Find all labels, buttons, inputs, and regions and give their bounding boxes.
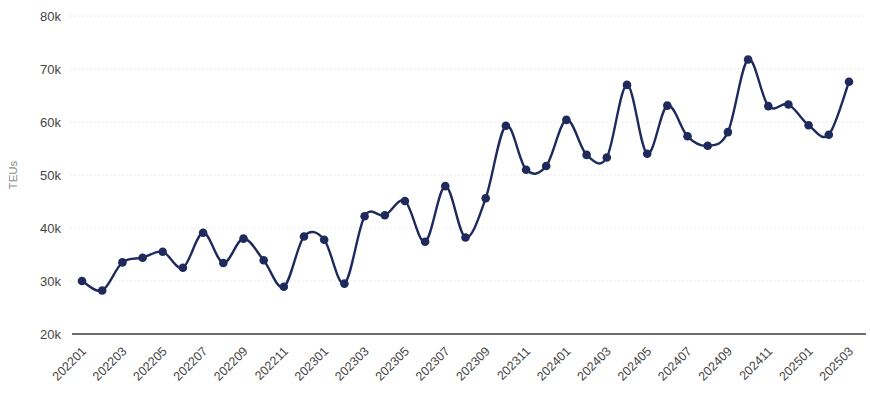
- x-axis-tick-label: 202209: [211, 344, 250, 383]
- data-point-marker[interactable]: [98, 286, 107, 295]
- x-axis-tick-label: 202411: [737, 344, 776, 383]
- y-axis-tick-label: 20k: [40, 327, 61, 342]
- x-axis-tick-label: 202305: [373, 344, 412, 383]
- data-point-marker[interactable]: [825, 130, 834, 139]
- data-point-marker[interactable]: [259, 256, 268, 265]
- y-axis-tick-label: 40k: [40, 221, 61, 236]
- data-point-marker[interactable]: [845, 77, 854, 86]
- data-point-marker[interactable]: [158, 248, 167, 257]
- data-point-marker[interactable]: [582, 151, 591, 160]
- data-point-marker[interactable]: [421, 238, 430, 247]
- data-point-marker[interactable]: [401, 197, 410, 206]
- y-axis-tick-label: 70k: [40, 62, 61, 77]
- data-point-marker[interactable]: [280, 283, 289, 292]
- data-point-marker[interactable]: [683, 132, 692, 141]
- data-point-marker[interactable]: [179, 264, 188, 273]
- data-point-marker[interactable]: [502, 121, 511, 130]
- x-axis-tick-label: 202311: [494, 344, 533, 383]
- data-point-marker[interactable]: [219, 259, 228, 268]
- data-point-marker[interactable]: [381, 211, 390, 220]
- x-axis-tick-label: 202405: [615, 344, 654, 383]
- data-point-marker[interactable]: [320, 235, 329, 244]
- chart-canvas: 20k30k40k50k60k70k80k2022012022032022052…: [0, 0, 870, 418]
- data-point-marker[interactable]: [724, 128, 733, 137]
- teus-line-chart: 20k30k40k50k60k70k80k2022012022032022052…: [0, 0, 870, 418]
- x-axis-tick-label: 202401: [534, 344, 573, 383]
- y-axis-tick-label: 50k: [40, 168, 61, 183]
- data-point-marker[interactable]: [784, 100, 793, 109]
- x-axis-tick-label: 202501: [776, 344, 815, 383]
- data-point-marker[interactable]: [340, 279, 349, 288]
- data-point-marker[interactable]: [542, 162, 551, 171]
- data-point-marker[interactable]: [360, 212, 369, 221]
- x-axis-tick-label: 202309: [453, 344, 492, 383]
- data-point-marker[interactable]: [643, 150, 652, 159]
- data-point-marker[interactable]: [663, 101, 672, 110]
- data-point-marker[interactable]: [522, 165, 531, 174]
- y-axis-tick-label: 80k: [40, 9, 61, 24]
- x-axis-tick-label: 202303: [332, 344, 371, 383]
- x-axis-tick-label: 202211: [252, 344, 291, 383]
- x-axis-tick-label: 202407: [655, 344, 694, 383]
- y-axis-title: TEUs: [7, 160, 19, 189]
- data-point-marker[interactable]: [199, 229, 208, 238]
- data-point-marker[interactable]: [744, 55, 753, 64]
- x-axis-tick-label: 202409: [696, 344, 735, 383]
- data-point-marker[interactable]: [623, 81, 632, 90]
- data-point-marker[interactable]: [78, 277, 87, 286]
- data-point-marker[interactable]: [703, 142, 712, 151]
- data-point-marker[interactable]: [461, 233, 470, 242]
- x-axis-tick-label: 202403: [575, 344, 614, 383]
- y-axis-tick-label: 30k: [40, 274, 61, 289]
- data-point-marker[interactable]: [603, 153, 612, 162]
- y-axis-tick-label: 60k: [40, 115, 61, 130]
- x-axis-tick-label: 202301: [292, 344, 331, 383]
- data-point-marker[interactable]: [441, 182, 450, 191]
- data-point-marker[interactable]: [804, 121, 813, 130]
- data-point-marker[interactable]: [118, 258, 127, 267]
- data-point-marker[interactable]: [239, 234, 248, 243]
- data-point-marker[interactable]: [138, 253, 147, 262]
- x-axis-tick-label: 202201: [50, 344, 89, 383]
- x-axis-tick-label: 202307: [413, 344, 452, 383]
- x-axis-tick-label: 202205: [130, 344, 169, 383]
- data-point-marker[interactable]: [764, 102, 773, 111]
- x-axis-tick-label: 202503: [817, 344, 856, 383]
- line-series: [82, 59, 849, 291]
- x-axis-tick-label: 202203: [90, 344, 129, 383]
- data-point-marker[interactable]: [481, 194, 490, 203]
- data-point-marker[interactable]: [300, 232, 309, 241]
- data-point-marker[interactable]: [562, 116, 571, 125]
- x-axis-tick-label: 202207: [171, 344, 210, 383]
